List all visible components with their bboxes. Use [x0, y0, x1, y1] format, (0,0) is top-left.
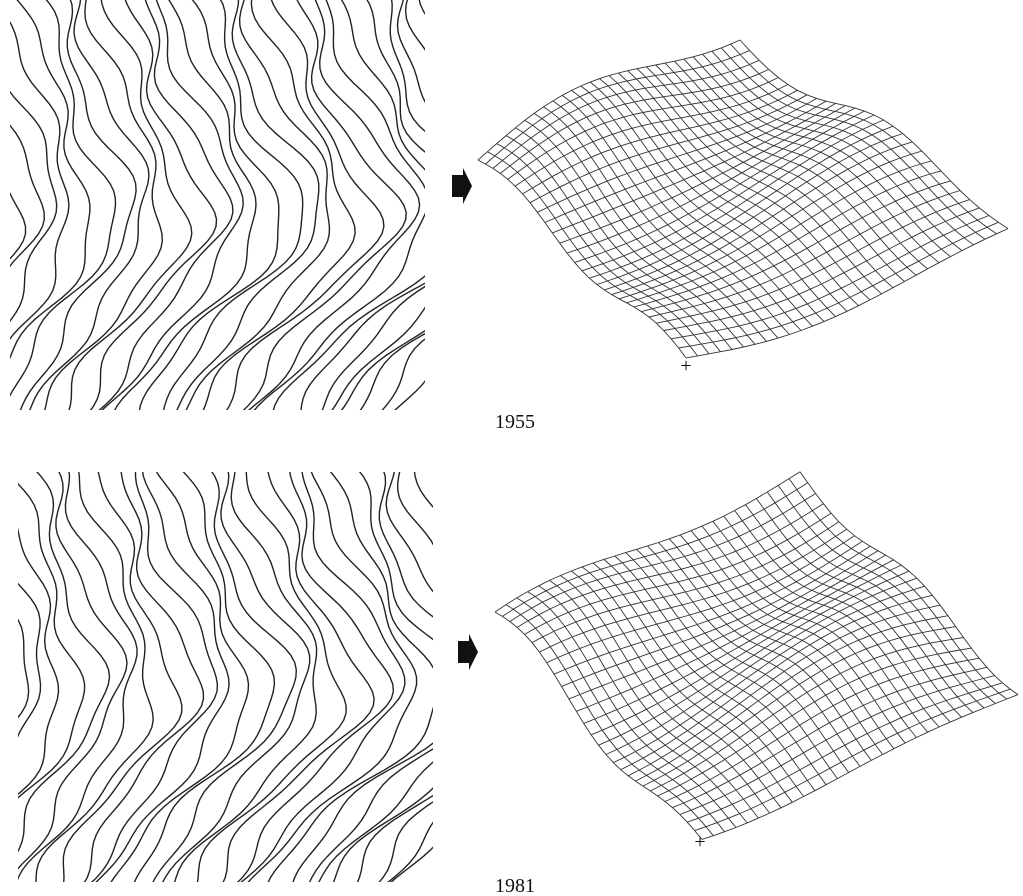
wireframe-surface: [478, 40, 1008, 358]
mesh-line: [658, 543, 871, 761]
year-label: 1981: [495, 875, 535, 896]
contour-line: [111, 0, 256, 420]
contour-line: [36, 462, 154, 892]
mesh-line: [487, 152, 697, 356]
origin-mark: +: [694, 831, 705, 853]
mesh-line: [637, 549, 849, 772]
mesh-line: [552, 103, 835, 233]
contour-line: [42, 0, 163, 420]
mesh-line: [724, 516, 939, 727]
contour-line: [81, 462, 218, 892]
contour-line: [77, 462, 203, 892]
contour-map: [0, 462, 591, 892]
mesh-line: [684, 59, 939, 263]
mesh-line: [478, 160, 686, 358]
mesh-line: [778, 485, 995, 703]
contour-line: [131, 462, 274, 892]
contour-line: [314, 462, 491, 892]
figure: + + 1955 1981: [0, 0, 1023, 896]
mesh-line: [525, 513, 832, 634]
mesh-line: [502, 483, 807, 617]
contour-line: [238, 0, 419, 420]
mesh-line: [686, 229, 1008, 358]
mesh-line: [604, 559, 815, 790]
mesh-line: [508, 78, 779, 180]
contour-line: [3, 462, 127, 892]
mesh-line: [500, 69, 768, 173]
origin-mark: +: [680, 355, 691, 377]
contour-line: [0, 462, 41, 892]
mesh-line: [544, 107, 767, 342]
mesh-line: [713, 521, 928, 732]
mesh-line: [658, 648, 972, 796]
mesh-line: [693, 57, 950, 257]
mesh-line: [582, 567, 792, 802]
mesh-line: [495, 472, 800, 612]
contour-line: [172, 462, 317, 892]
contour-line: [354, 0, 548, 420]
contour-line: [198, 0, 355, 420]
contour-line: [381, 462, 591, 892]
mesh-line: [680, 676, 995, 815]
contour-line: [0, 462, 13, 892]
mesh-line: [589, 120, 883, 278]
mesh-line: [599, 571, 910, 745]
contour-line: [300, 0, 471, 420]
contour-line: [14, 462, 137, 892]
arrow: [458, 634, 478, 670]
contour-line: [370, 462, 565, 892]
contour-line: [265, 462, 438, 892]
contour-line: [376, 462, 581, 892]
contour-line: [324, 0, 504, 420]
contour-line: [334, 0, 521, 420]
contour-line: [248, 0, 428, 420]
year-label: 1955: [495, 411, 535, 433]
mesh-line: [582, 115, 874, 271]
contour-line: [0, 462, 110, 892]
mesh-line: [671, 216, 989, 339]
contour-line: [87, 462, 229, 892]
mesh-line: [800, 472, 1018, 695]
contour-line: [318, 0, 492, 420]
arrow: [452, 168, 472, 204]
contour-line: [374, 0, 575, 420]
mesh-line: [510, 494, 816, 622]
mesh-line: [789, 479, 1007, 699]
wireframe-surface: [495, 472, 1018, 840]
mesh-line: [687, 683, 1002, 822]
contour-line: [195, 462, 346, 892]
contour-map: [0, 0, 594, 420]
mesh-line: [597, 126, 893, 284]
mesh-line: [506, 136, 720, 352]
mesh-line: [545, 101, 826, 222]
contour-line: [0, 0, 57, 420]
mesh-line: [569, 551, 878, 699]
